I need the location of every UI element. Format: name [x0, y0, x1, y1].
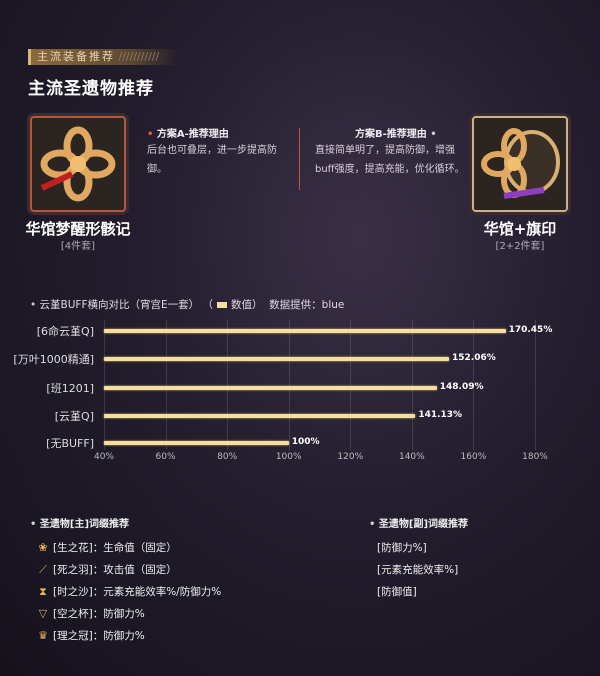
- x-tick-label: 80%: [217, 452, 238, 462]
- main-stat-row: ⧗ [时之沙]：元素充能效率%/防御力%: [36, 581, 221, 603]
- bar: [104, 414, 416, 418]
- x-tick-label: 120%: [337, 452, 364, 462]
- value-label: 152.06%: [451, 353, 496, 363]
- page-title: 主流圣遗物推荐: [28, 79, 154, 99]
- sub-stat-item: [防御力%]: [377, 542, 427, 554]
- main-stats-title: • 圣遗物[主]词缀推荐: [30, 519, 130, 530]
- gridline: [165, 320, 167, 450]
- x-tick-label: 100%: [275, 452, 302, 462]
- category-label: [无BUFF]: [46, 437, 94, 450]
- main-stat-row: ▽ [空之杯]：防御力%: [36, 603, 221, 625]
- sub-stats-list: [防御力%] [元素充能效率%] [防御值]: [377, 537, 458, 603]
- bar: [104, 441, 289, 445]
- artifact-set-b-image: [472, 116, 568, 212]
- category-label: [万叶1000精通]: [13, 353, 94, 366]
- category-label: [6命云堇Q]: [36, 325, 94, 338]
- set-a-reason-title: • 方案A-推荐理由: [147, 129, 229, 140]
- legend-swatch: [216, 302, 227, 308]
- bar: [104, 386, 437, 390]
- set-b-pieces: [2+2件套]: [495, 241, 545, 252]
- sub-stat-item: [元素充能效率%]: [377, 564, 459, 576]
- main-stat-row: ❀ [生之花]：生命值（固定）: [36, 537, 221, 559]
- set-a-name: 华馆梦醒形骸记: [25, 220, 131, 238]
- x-tick-label: 180%: [522, 452, 548, 462]
- set-a-pieces: [4件套]: [60, 241, 96, 252]
- gridline: [288, 320, 290, 450]
- x-tick-label: 140%: [398, 452, 425, 462]
- feather-icon: ⟋: [39, 563, 47, 576]
- set-b-name: 华馆+旗印: [483, 220, 557, 238]
- section-tag: 主流装备推荐 ///////////: [28, 49, 178, 65]
- chart-header: • 云堇BUFF横向对比（宵宫E一套） （数值） 数据提供：blue: [30, 299, 345, 311]
- legend-label: 数值: [230, 299, 252, 311]
- value-label: 100%: [291, 437, 320, 447]
- gridline: [104, 320, 105, 450]
- main-stat-row: ⟋ [死之羽]：攻击值（固定）: [36, 559, 221, 581]
- artifact-set-a-image: [30, 116, 126, 212]
- bar: [104, 329, 506, 333]
- gridline: [411, 320, 413, 450]
- sub-stat-item: [防御值]: [377, 586, 417, 598]
- x-tick-label: 60%: [155, 452, 176, 462]
- gridline: [473, 320, 475, 450]
- set-a-reason: 后台也可叠层，进一步提高防御。: [147, 145, 277, 175]
- crown-icon: ♛: [38, 629, 48, 642]
- category-label: [班1201]: [46, 382, 94, 395]
- gridline: [350, 320, 352, 450]
- x-tick-label: 160%: [460, 452, 487, 462]
- value-label: 148.09%: [439, 382, 484, 392]
- goblet-icon: ▽: [38, 607, 48, 620]
- gridline: [535, 320, 536, 450]
- x-tick-label: 40%: [93, 452, 114, 462]
- value-label: 141.13%: [418, 410, 463, 420]
- set-b-reason: 直接简单明了，提高防御，增强buff强度，提高充能，优化循环。: [315, 145, 465, 175]
- chart-source: 数据提供：blue: [269, 299, 345, 311]
- chart-title: 云堇BUFF横向对比（宵宫E一套）: [39, 299, 200, 311]
- bar: [104, 357, 449, 361]
- value-label: 170.45%: [508, 325, 553, 335]
- hourglass-icon: ⧗: [39, 585, 47, 598]
- main-stat-row: ♛ [理之冠]：防御力%: [36, 625, 221, 647]
- category-label: [云堇Q]: [54, 410, 94, 423]
- gridline: [227, 320, 229, 450]
- sub-stats-title: • 圣遗物[副]词缀推荐: [369, 519, 469, 530]
- set-b-reason-title: 方案B-推荐理由 •: [355, 129, 437, 140]
- divider: [299, 128, 300, 190]
- flower-icon: ❀: [38, 541, 48, 554]
- main-stats-list: ❀ [生之花]：生命值（固定） ⟋ [死之羽]：攻击值（固定） ⧗ [时之沙]：元素充…: [36, 537, 221, 647]
